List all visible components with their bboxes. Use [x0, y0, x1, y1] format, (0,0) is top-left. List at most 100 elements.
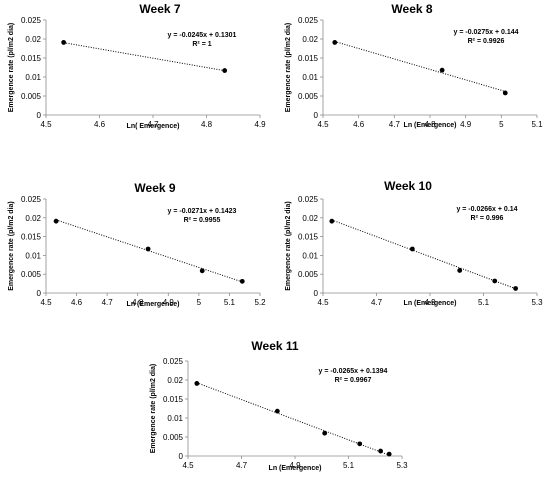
y-tick-label: 0.025 [21, 16, 42, 25]
y-tick-label: 0.02 [25, 214, 41, 223]
y-tick-label: 0.015 [298, 54, 319, 63]
trendline-equation: y = -0.0266x + 0.14 [456, 206, 517, 213]
data-point [61, 40, 67, 45]
y-tick-label: 0.02 [302, 35, 318, 44]
y-tick-label: 0.015 [163, 395, 184, 404]
data-point [513, 286, 518, 291]
trendline [331, 219, 516, 290]
x-tick-label: 5.1 [343, 461, 355, 470]
x-tick-label: 4.7 [102, 298, 114, 307]
x-tick-label: 4.7 [371, 298, 383, 307]
x-tick-label: 4.7 [236, 461, 248, 470]
trendline [196, 382, 390, 456]
x-tick-label: 4.6 [71, 298, 83, 307]
y-tick-label: 0.025 [298, 195, 319, 204]
y-tick-label: 0.01 [302, 251, 318, 260]
x-tick-label: 4.5 [317, 298, 329, 307]
y-tick-label: 0 [314, 289, 319, 298]
x-tick-label: 4.9 [254, 120, 266, 129]
data-point [274, 408, 280, 414]
chart-title: Week 11 [251, 339, 298, 353]
data-point [332, 40, 338, 45]
x-tick-label: 5.3 [396, 461, 408, 470]
x-tick-label: 4.9 [163, 298, 175, 307]
y-tick-label: 0.02 [167, 376, 183, 385]
trendline-equation: y = -0.0275x + 0.144 [454, 29, 519, 36]
r-squared-label: R² = 1 [192, 41, 211, 48]
x-tick-label: 5.1 [531, 120, 543, 129]
data-point [145, 246, 151, 252]
x-axis-label: Ln (Emergence) [404, 300, 457, 307]
y-tick-label: 0.005 [21, 270, 42, 279]
y-tick-label: 0.02 [302, 214, 318, 223]
y-tick-label: 0 [179, 452, 184, 461]
data-point [222, 68, 228, 73]
y-tick-label: 0.015 [21, 233, 42, 242]
chart-title: Week 9 [134, 181, 175, 195]
r-squared-label: R² = 0.9967 [335, 377, 372, 384]
x-tick-label: 5 [197, 298, 202, 307]
y-axis-label: Emergence rate (pl/m2 dia) [8, 23, 15, 112]
trendline [334, 41, 506, 92]
x-tick-label: 5.2 [254, 298, 266, 307]
y-tick-label: 0 [314, 111, 319, 120]
y-tick-label: 0.005 [298, 270, 319, 279]
trendline-equation: y = -0.0271x + 0.1423 [168, 208, 237, 215]
r-squared-label: R² = 0.9955 [184, 217, 221, 224]
y-tick-label: 0.005 [298, 92, 319, 101]
trendline-equation: y = -0.0265x + 0.1394 [319, 368, 388, 375]
chart-panel: Week 10 0 0.005 0.01 0.015 0.02 0.025 4.5 4.7 4.9… [285, 179, 543, 307]
y-axis-label: Emergence rate (pl/m2 dia) [150, 364, 157, 453]
y-tick-label: 0.005 [163, 433, 184, 442]
x-tick-label: 4.6 [94, 120, 106, 129]
x-tick-label: 4.5 [317, 120, 329, 129]
data-point [386, 451, 392, 457]
data-point [457, 268, 463, 273]
y-tick-label: 0.02 [25, 35, 41, 44]
y-axis-label: Emergence rate (pl/m2 dia) [285, 201, 292, 290]
data-point [239, 278, 245, 284]
trendline-equation: y = -0.0245x + 0.1301 [168, 32, 237, 39]
x-tick-label: 4.6 [353, 120, 365, 129]
x-tick-label: 4.7 [389, 120, 401, 129]
x-tick-label: 4.8 [132, 298, 144, 307]
data-point [357, 441, 363, 447]
y-tick-label: 0 [37, 289, 42, 298]
data-point [492, 278, 498, 284]
y-tick-label: 0.015 [298, 233, 319, 242]
x-axis-label: Ln (Emergence) [404, 122, 457, 129]
x-tick-label: 4.5 [40, 120, 52, 129]
x-tick-label: 4.9 [289, 461, 301, 470]
x-tick-label: 5 [499, 120, 504, 129]
r-squared-label: R² = 0.9926 [468, 38, 505, 45]
x-axis-label: Ln (Emergence) [127, 301, 180, 308]
x-axis-label: Ln (Emergence) [269, 465, 322, 472]
r-squared-label: R² = 0.996 [471, 215, 504, 222]
y-tick-label: 0.01 [167, 414, 183, 423]
x-tick-label: 4.9 [460, 120, 472, 129]
chart-panel: Week 7 0 0.005 0.01 0.015 0.02 0.025 4.5 4.6 4.7 4… [8, 2, 266, 130]
x-axis-label: Ln( Emergence) [127, 123, 180, 130]
data-point [439, 67, 445, 73]
data-point [194, 381, 200, 386]
data-point [199, 268, 205, 274]
x-tick-label: 4.5 [182, 461, 194, 470]
data-point [53, 218, 59, 224]
x-tick-label: 5.1 [478, 298, 490, 307]
y-tick-label: 0.01 [302, 73, 318, 82]
y-tick-label: 0.025 [163, 357, 184, 366]
y-axis-label: Emergence rate (pl/m2 dia) [8, 201, 15, 290]
x-tick-label: 5.1 [224, 298, 236, 307]
chart-panel: Week 9 0 0.005 0.01 0.015 0.02 0.025 4.5 4.6 4.7 4… [8, 181, 266, 308]
chart-title: Week 8 [391, 2, 432, 16]
chart-title: Week 7 [139, 2, 180, 16]
data-point [378, 448, 383, 454]
y-tick-label: 0.01 [25, 73, 41, 82]
x-tick-label: 4.8 [424, 120, 436, 129]
chart-title: Week 10 [384, 179, 432, 193]
x-tick-label: 4.8 [201, 120, 213, 129]
y-tick-label: 0.015 [21, 54, 42, 63]
x-tick-label: 4.7 [147, 120, 159, 129]
y-tick-label: 0.025 [298, 16, 319, 25]
